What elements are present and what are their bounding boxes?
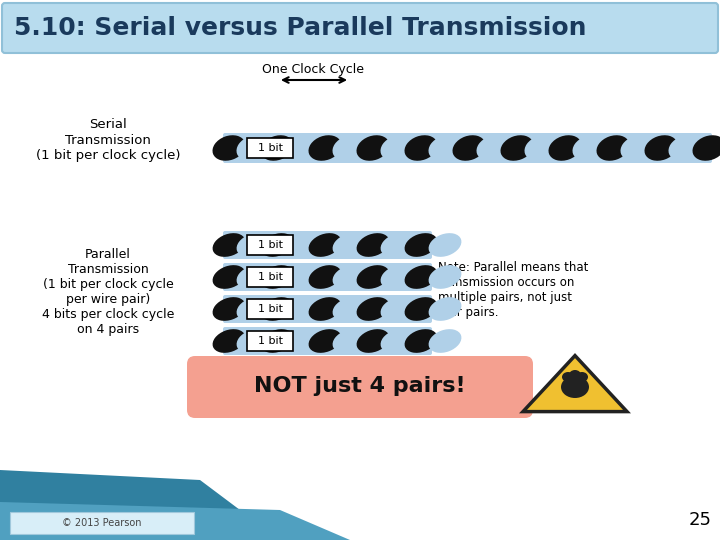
Ellipse shape <box>261 329 294 353</box>
Text: Parallel
Transmission
(1 bit per clock cycle
per wire pair)
4 bits per clock cyc: Parallel Transmission (1 bit per clock c… <box>42 248 174 336</box>
Ellipse shape <box>212 329 246 353</box>
Ellipse shape <box>405 135 438 161</box>
Ellipse shape <box>284 329 318 353</box>
FancyBboxPatch shape <box>247 235 293 255</box>
FancyBboxPatch shape <box>223 231 432 259</box>
Ellipse shape <box>428 135 462 161</box>
Text: NOT just 4 pairs!: NOT just 4 pairs! <box>254 376 466 396</box>
Ellipse shape <box>549 135 582 161</box>
Ellipse shape <box>405 233 438 257</box>
FancyBboxPatch shape <box>247 138 293 158</box>
Ellipse shape <box>308 135 341 161</box>
Ellipse shape <box>562 372 574 382</box>
Ellipse shape <box>621 135 654 161</box>
Ellipse shape <box>405 329 438 353</box>
Ellipse shape <box>596 135 629 161</box>
FancyBboxPatch shape <box>223 327 432 355</box>
Ellipse shape <box>284 265 318 289</box>
Ellipse shape <box>333 297 366 321</box>
FancyBboxPatch shape <box>223 133 712 163</box>
Ellipse shape <box>381 265 413 289</box>
Text: 1 bit: 1 bit <box>258 143 282 153</box>
Ellipse shape <box>381 329 413 353</box>
Ellipse shape <box>237 233 269 257</box>
Ellipse shape <box>309 233 341 257</box>
Ellipse shape <box>212 135 246 161</box>
Ellipse shape <box>284 297 318 321</box>
Ellipse shape <box>284 135 318 161</box>
Polygon shape <box>0 470 280 540</box>
Ellipse shape <box>381 233 413 257</box>
Ellipse shape <box>428 297 462 321</box>
Ellipse shape <box>261 233 294 257</box>
Text: 1 bit: 1 bit <box>258 304 282 314</box>
FancyBboxPatch shape <box>247 331 293 351</box>
Ellipse shape <box>561 376 589 398</box>
Ellipse shape <box>284 233 318 257</box>
Ellipse shape <box>428 329 462 353</box>
Ellipse shape <box>237 265 269 289</box>
Ellipse shape <box>405 297 438 321</box>
Text: 5.10: Serial versus Parallel Transmission: 5.10: Serial versus Parallel Transmissio… <box>14 16 587 40</box>
Ellipse shape <box>693 135 720 161</box>
Text: Note: Parallel means that
transmission occurs on
multiple pairs, not just
four p: Note: Parallel means that transmission o… <box>438 261 588 319</box>
Polygon shape <box>523 356 627 411</box>
Ellipse shape <box>261 135 294 161</box>
Text: Serial
Transmission
(1 bit per clock cycle): Serial Transmission (1 bit per clock cyc… <box>36 118 180 161</box>
Ellipse shape <box>333 265 366 289</box>
Ellipse shape <box>356 265 390 289</box>
Ellipse shape <box>236 135 269 161</box>
Ellipse shape <box>309 265 341 289</box>
FancyBboxPatch shape <box>247 267 293 287</box>
Ellipse shape <box>380 135 413 161</box>
FancyBboxPatch shape <box>223 295 432 323</box>
Ellipse shape <box>309 329 341 353</box>
Ellipse shape <box>428 233 462 257</box>
FancyBboxPatch shape <box>187 356 533 418</box>
Ellipse shape <box>668 135 701 161</box>
Ellipse shape <box>428 265 462 289</box>
Ellipse shape <box>452 135 485 161</box>
Ellipse shape <box>333 329 366 353</box>
Ellipse shape <box>381 297 413 321</box>
Ellipse shape <box>212 265 246 289</box>
Ellipse shape <box>212 297 246 321</box>
Ellipse shape <box>261 265 294 289</box>
Ellipse shape <box>569 370 581 380</box>
Ellipse shape <box>333 135 366 161</box>
Text: 25: 25 <box>688 511 711 529</box>
FancyBboxPatch shape <box>223 263 432 291</box>
FancyBboxPatch shape <box>10 512 194 534</box>
Ellipse shape <box>356 233 390 257</box>
Ellipse shape <box>237 297 269 321</box>
Ellipse shape <box>309 297 341 321</box>
Text: © 2013 Pearson: © 2013 Pearson <box>62 518 142 528</box>
Text: 1 bit: 1 bit <box>258 336 282 346</box>
Ellipse shape <box>356 135 390 161</box>
Ellipse shape <box>644 135 678 161</box>
Ellipse shape <box>261 297 294 321</box>
Ellipse shape <box>333 233 366 257</box>
FancyBboxPatch shape <box>247 299 293 319</box>
Ellipse shape <box>212 233 246 257</box>
Ellipse shape <box>500 135 534 161</box>
Text: One Clock Cycle: One Clock Cycle <box>262 64 364 77</box>
Ellipse shape <box>477 135 510 161</box>
Ellipse shape <box>356 329 390 353</box>
Ellipse shape <box>572 135 606 161</box>
Ellipse shape <box>524 135 557 161</box>
FancyBboxPatch shape <box>2 3 718 53</box>
Text: 1 bit: 1 bit <box>258 240 282 250</box>
Text: 1 bit: 1 bit <box>258 272 282 282</box>
Polygon shape <box>0 502 350 540</box>
Ellipse shape <box>576 372 588 382</box>
Ellipse shape <box>237 329 269 353</box>
Ellipse shape <box>356 297 390 321</box>
Ellipse shape <box>405 265 438 289</box>
